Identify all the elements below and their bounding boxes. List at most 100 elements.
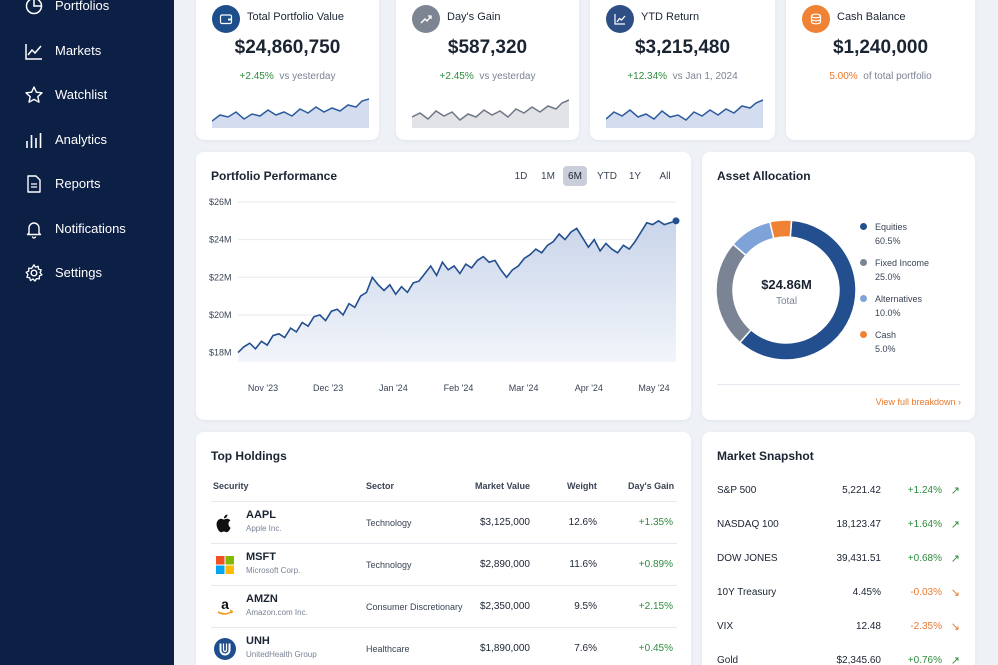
- kpi-label: Total Portfolio Value: [247, 11, 345, 23]
- holding-company: Amazon.com Inc.: [246, 608, 308, 617]
- arrow-down-right-icon: ↘: [950, 587, 960, 599]
- legend-item: Alternatives 10.0%: [860, 292, 923, 320]
- snapshot-row[interactable]: DOW JONES 39,431.51 +0.68% ↗: [717, 543, 960, 577]
- holding-sector: Consumer Discretionary: [366, 602, 463, 612]
- table-row[interactable]: UNH UnitedHealth Group Healthcare $1,890…: [211, 627, 677, 665]
- legend-percent: 60.5%: [875, 236, 901, 246]
- holding-weight: 12.6%: [568, 517, 597, 528]
- kpi-card-cash-balance: Cash Balance $1,240,000 5.00% of total p…: [786, 0, 975, 140]
- column-header-security[interactable]: Security: [213, 481, 249, 491]
- column-header-sector[interactable]: Sector: [366, 481, 395, 491]
- link-label: View full breakdown: [875, 397, 956, 407]
- donut-segment-alternatives[interactable]: [731, 220, 775, 257]
- donut-segment-fixed-income[interactable]: [715, 243, 753, 344]
- trend-up-icon: [412, 5, 440, 33]
- holding-market-value: $2,890,000: [479, 559, 530, 570]
- kpi-label: YTD Return: [641, 11, 700, 23]
- legend-name: Fixed Income: [875, 258, 930, 268]
- y-tick-label: $20M: [209, 310, 232, 320]
- holding-weight: 11.6%: [569, 559, 597, 570]
- holding-company: UnitedHealth Group: [246, 650, 317, 659]
- donut-segment-cash[interactable]: [768, 219, 793, 240]
- performance-chart: $18M $20M $22M $24M $26M Nov '23 Dec '23 Jan '2…: [209, 197, 680, 393]
- holding-days-gain: +0.45%: [638, 643, 673, 654]
- holdings-card: Top Holdings Security Sector Market Valu…: [196, 432, 691, 665]
- kpi-subtext: +2.45% vs yesterday: [196, 71, 379, 82]
- legend-item: Equities 60.5%: [860, 220, 908, 248]
- holding-ticker: UNH: [246, 635, 270, 647]
- sidebar-item-settings[interactable]: Settings: [0, 257, 174, 289]
- sidebar-item-reports[interactable]: Reports: [0, 168, 174, 200]
- sidebar-item-label: Watchlist: [55, 87, 108, 102]
- kpi-value: $3,215,480: [634, 37, 731, 58]
- sidebar-item-markets[interactable]: Markets: [0, 35, 174, 67]
- legend-name: Equities: [875, 222, 908, 232]
- index-change: +0.68%: [907, 553, 942, 564]
- kpi-delta: 5.00%: [829, 71, 858, 82]
- wallet-icon: [212, 5, 240, 33]
- range-button-6m[interactable]: 6M: [563, 166, 587, 186]
- holding-days-gain: +2.15%: [638, 601, 673, 612]
- main-content: Total Portfolio Value $24,860,750 +2.45%…: [174, 0, 998, 665]
- holding-weight: 7.6%: [574, 643, 597, 654]
- snapshot-row[interactable]: Gold $2,345.60 +0.76% ↗: [717, 645, 960, 665]
- series-area: [238, 220, 676, 362]
- line-chart-icon: [606, 5, 634, 33]
- column-header-weight[interactable]: Weight: [567, 481, 597, 491]
- column-header-market-value[interactable]: Market Value: [475, 481, 531, 491]
- range-button-1y[interactable]: 1Y: [628, 170, 642, 182]
- column-header-days-gain[interactable]: Day's Gain: [628, 481, 675, 491]
- index-change: +1.24%: [907, 485, 942, 496]
- range-button-ytd[interactable]: YTD: [597, 170, 617, 182]
- kpi-subtext: +2.45% vs yesterday: [396, 71, 579, 82]
- arrow-up-right-icon: ↗: [950, 655, 960, 665]
- sidebar-item-analytics[interactable]: Analytics: [0, 124, 174, 156]
- sidebar-item-watchlist[interactable]: Watchlist: [0, 79, 174, 111]
- index-value: $2,345.60: [836, 655, 882, 665]
- holding-sector: Technology: [366, 518, 412, 528]
- index-name: NASDAQ 100: [717, 519, 779, 530]
- sparkline-ytd-return: [606, 99, 763, 128]
- sidebar: Portfolios Markets Watchlist Analytics R…: [0, 0, 174, 665]
- kpi-note: vs yesterday: [279, 71, 336, 82]
- kpi-card-days-gain: Day's Gain $587,320 +2.45% vs yesterday: [396, 0, 579, 140]
- snapshot-row[interactable]: S&P 500 5,221.42 +1.24% ↗: [717, 475, 960, 509]
- x-tick-label: May '24: [638, 383, 669, 393]
- table-row[interactable]: AAPL Apple Inc. Technology $3,125,000 12…: [211, 501, 677, 543]
- range-button-all[interactable]: All: [659, 170, 671, 182]
- kpi-value: $1,240,000: [832, 37, 929, 58]
- legend-name: Alternatives: [875, 294, 923, 304]
- amazon-logo-icon: a: [213, 595, 237, 619]
- x-tick-label: Jan '24: [379, 383, 408, 393]
- holding-market-value: $1,890,000: [479, 643, 530, 654]
- performance-title: Portfolio Performance: [211, 169, 338, 183]
- holdings-title: Top Holdings: [211, 449, 287, 463]
- divider: [717, 384, 960, 385]
- sidebar-item-notifications[interactable]: Notifications: [0, 213, 174, 245]
- sidebar-item-portfolios[interactable]: Portfolios: [0, 0, 174, 22]
- table-row[interactable]: MSFT Microsoft Corp. Technology $2,890,0…: [211, 543, 677, 585]
- kpi-subtext: +12.34% vs Jan 1, 2024: [590, 71, 775, 82]
- legend-name: Cash: [875, 330, 897, 340]
- sidebar-item-label: Notifications: [55, 221, 126, 236]
- snapshot-row[interactable]: NASDAQ 100 18,123.47 +1.64% ↗: [717, 509, 960, 543]
- snapshot-row[interactable]: 10Y Treasury 4.45% -0.03% ↘: [717, 577, 960, 611]
- kpi-note: vs Jan 1, 2024: [672, 71, 738, 82]
- allocation-card: Asset Allocation $24.86M Total Equities 6…: [702, 152, 975, 420]
- legend-percent: 5.0%: [875, 344, 896, 354]
- range-button-1d[interactable]: 1D: [514, 170, 528, 182]
- holding-company: Apple Inc.: [246, 524, 282, 533]
- holding-company: Microsoft Corp.: [246, 566, 301, 575]
- range-button-1m[interactable]: 1M: [541, 170, 555, 182]
- index-value: 18,123.47: [836, 519, 882, 530]
- series-end-point[interactable]: [672, 217, 680, 225]
- allocation-total-label: Total: [775, 296, 798, 307]
- index-value: 4.45%: [852, 587, 881, 598]
- view-full-breakdown-link[interactable]: View full breakdown ›: [876, 397, 961, 407]
- holding-sector: Healthcare: [366, 644, 410, 654]
- table-row[interactable]: a AMZN Amazon.com Inc. Consumer Discreti…: [211, 585, 677, 627]
- legend-dot: [860, 259, 867, 266]
- sidebar-item-label: Markets: [55, 43, 102, 58]
- series-line: [237, 219, 677, 354]
- snapshot-row[interactable]: VIX 12.48 -2.35% ↘: [717, 611, 960, 645]
